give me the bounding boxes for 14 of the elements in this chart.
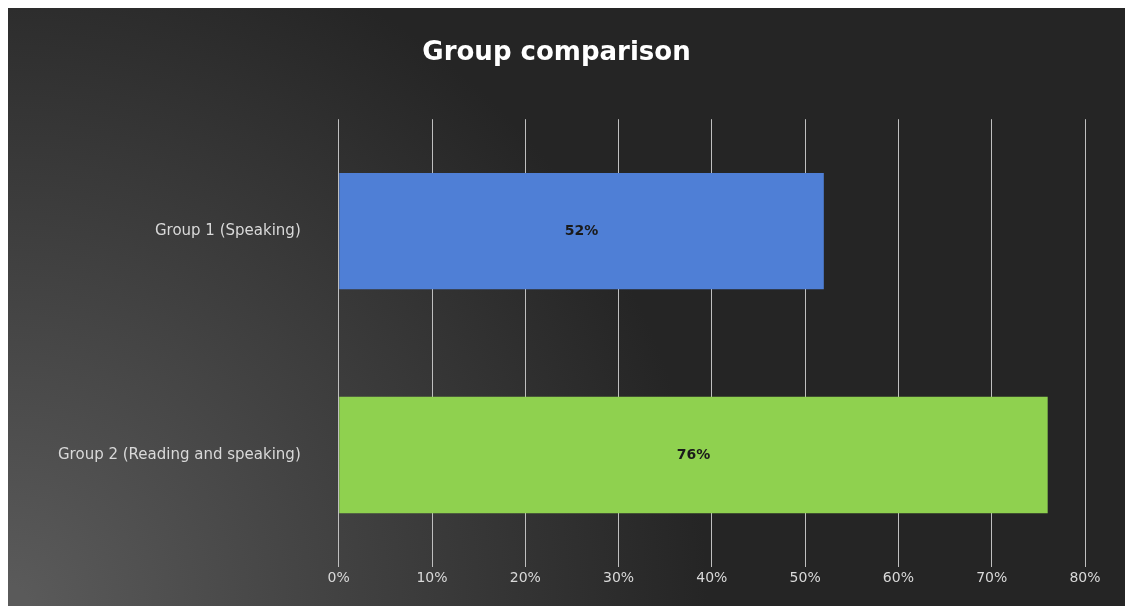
x-tick-label: 30% — [603, 569, 635, 586]
x-tick-label: 50% — [789, 569, 821, 586]
y-tick-label: Group 2 (Reading and speaking) — [58, 444, 301, 463]
x-tick-label: 80% — [1069, 569, 1101, 586]
x-tick-label: 40% — [696, 569, 728, 586]
data-label: 76% — [676, 445, 711, 462]
y-tick-label: Group 1 (Speaking) — [154, 221, 301, 240]
chart-title: Group comparison — [422, 36, 691, 67]
x-tick-label: 20% — [509, 569, 541, 586]
x-tick-label: 0% — [327, 569, 350, 586]
data-label: 52% — [564, 221, 599, 238]
x-tick-label: 10% — [416, 569, 448, 586]
x-tick-label: 70% — [976, 569, 1008, 586]
x-tick-label: 60% — [882, 569, 914, 586]
